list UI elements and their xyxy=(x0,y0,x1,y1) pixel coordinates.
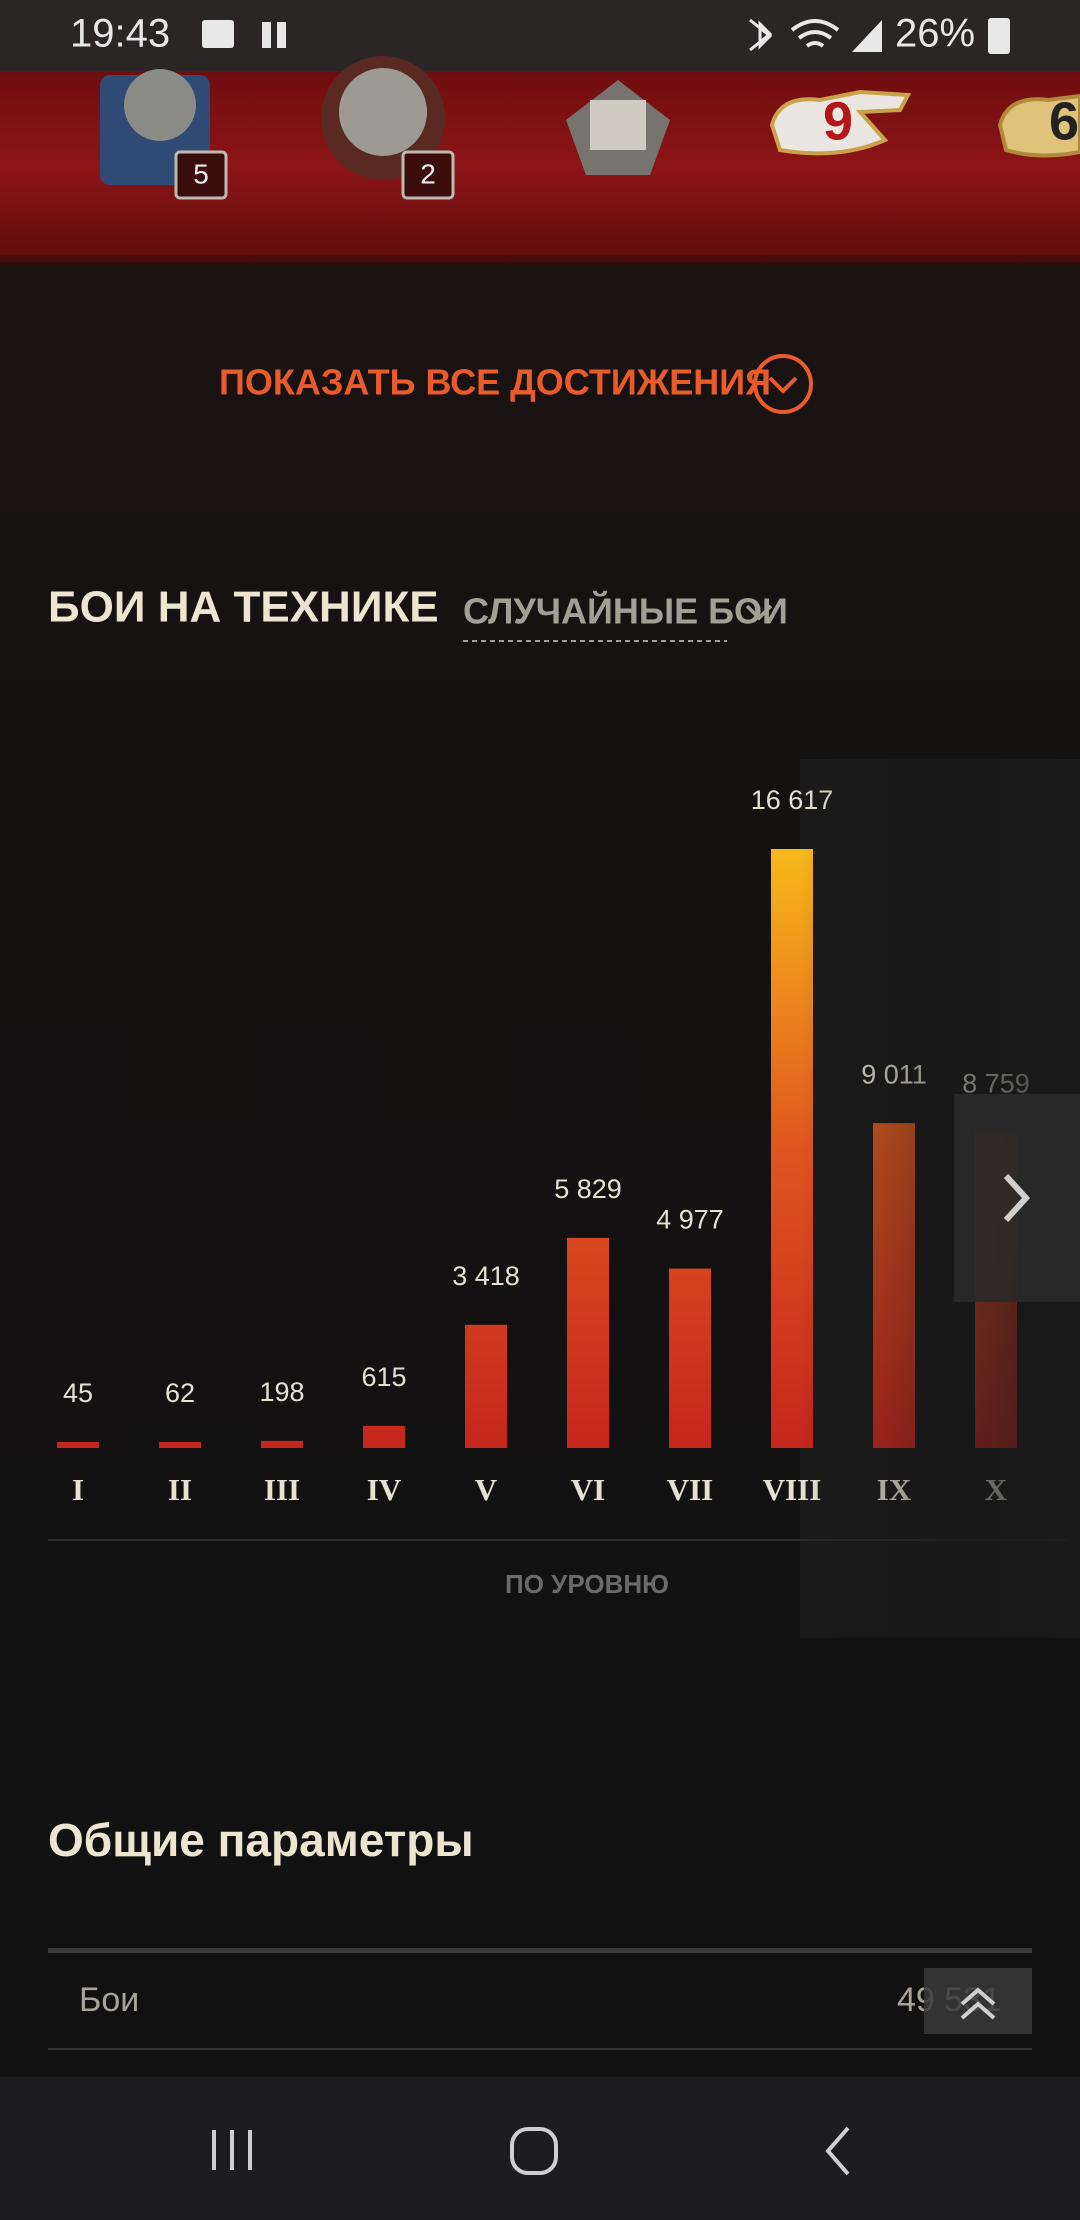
status-bar xyxy=(0,0,1080,71)
chevron-icon xyxy=(1003,1173,1031,1223)
value-label: 3 418 xyxy=(452,1261,520,1291)
tank-badge xyxy=(769,89,912,156)
expand-button[interactable] xyxy=(753,354,813,414)
badge-count: 5 xyxy=(193,158,209,189)
general-title: Общие параметры xyxy=(48,1814,474,1866)
signal-icon xyxy=(852,20,882,52)
back-button[interactable] xyxy=(825,2126,850,2176)
scroll-top-button[interactable] xyxy=(924,1968,1032,2034)
value-label: 615 xyxy=(361,1362,406,1392)
value-label: 62 xyxy=(165,1378,195,1408)
bar xyxy=(465,1324,507,1448)
bar xyxy=(567,1237,609,1448)
bar xyxy=(669,1268,711,1448)
banner-edge xyxy=(0,255,1080,265)
tank-badge xyxy=(997,93,1080,158)
value-label: 4 977 xyxy=(656,1205,724,1235)
bar xyxy=(57,1442,99,1448)
battery-icon xyxy=(988,18,1010,54)
medal xyxy=(566,80,670,175)
x-tick-label: VII xyxy=(667,1472,714,1507)
x-tick-label: V xyxy=(475,1472,498,1507)
tier-number: 9 xyxy=(823,91,853,151)
medal xyxy=(100,69,228,200)
tier-number: 6 xyxy=(1049,91,1079,151)
gallery-icon xyxy=(202,20,234,48)
bar xyxy=(363,1425,405,1448)
value-label: 5 829 xyxy=(554,1174,622,1204)
chevron-icon xyxy=(960,1987,996,2020)
chevron-icon xyxy=(745,604,773,621)
x-tick-label: III xyxy=(264,1472,300,1507)
show-all-link[interactable]: ПОКАЗАТЬ ВСЕ ДОСТИЖЕНИЯ xyxy=(219,362,771,403)
recent-apps-button[interactable] xyxy=(212,2130,252,2170)
battery-level: 26% xyxy=(895,12,975,56)
home-button[interactable] xyxy=(510,2127,558,2175)
x-tick-label: VI xyxy=(571,1472,605,1507)
x-tick-label: II xyxy=(168,1472,192,1507)
nav-bar xyxy=(0,2077,1080,2220)
chevron-icon xyxy=(768,376,798,394)
bar xyxy=(261,1440,303,1448)
bar xyxy=(159,1442,201,1448)
badge-count: 2 xyxy=(420,158,436,189)
clock: 19:43 xyxy=(70,12,170,56)
x-tick-label: IV xyxy=(367,1472,402,1507)
pause-icon xyxy=(277,22,286,48)
scroll-right-button[interactable] xyxy=(954,1094,1080,1302)
pause-icon xyxy=(262,22,271,48)
x-axis-label: ПО УРОВНЮ xyxy=(505,1569,669,1599)
table-top-border xyxy=(48,1948,1032,1953)
wifi-icon xyxy=(790,19,840,48)
value-label: 198 xyxy=(259,1377,304,1407)
value-label: 45 xyxy=(63,1378,93,1408)
bluetooth-icon xyxy=(749,18,773,52)
x-tick-label: I xyxy=(72,1472,84,1507)
section-title: БОИ НА ТЕХНИКЕ xyxy=(48,583,439,632)
battle-type-dropdown[interactable]: СЛУЧАЙНЫЕ БОИ xyxy=(463,590,788,632)
row-label: Бои xyxy=(79,1981,139,2019)
medal xyxy=(321,56,455,200)
